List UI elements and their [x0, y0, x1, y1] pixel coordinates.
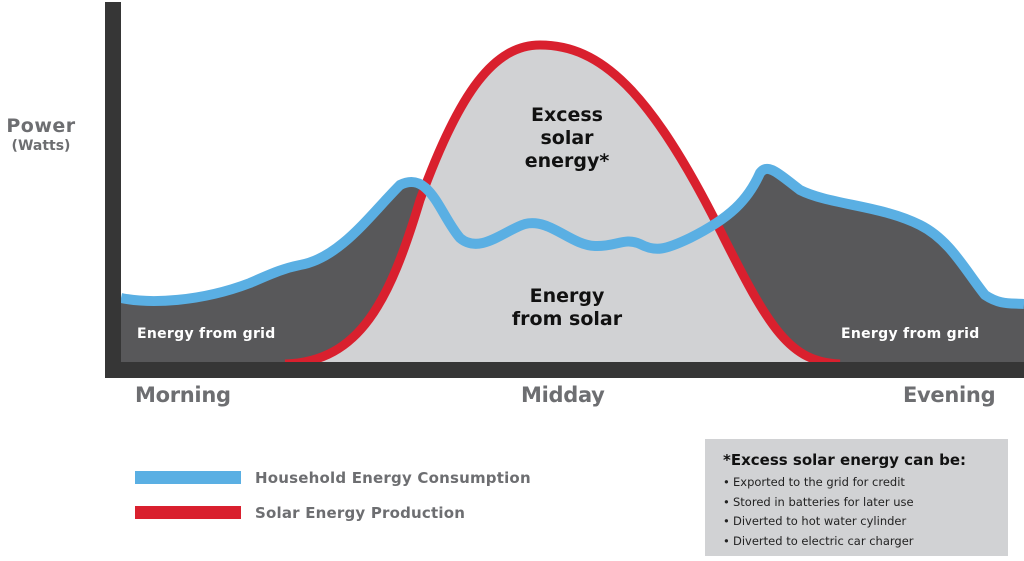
- solar-energy-area: [295, 45, 830, 362]
- excess-solar-label-line3: energy*: [524, 149, 610, 172]
- x-tick-morning: Morning: [135, 383, 231, 407]
- x-tick-midday: Midday: [521, 383, 605, 407]
- x-tick-evening: Evening: [903, 383, 996, 407]
- household-consumption-line: [119, 163, 1024, 309]
- energy-from-solar-label: Energy from solar: [467, 285, 667, 331]
- bullet-icon: •: [723, 475, 730, 489]
- y-axis-label: Power (Watts): [0, 115, 82, 154]
- excess-solar-label: Excess solar energy*: [487, 104, 647, 172]
- notes-item-text: Diverted to hot water cylinder: [733, 514, 907, 528]
- grid-label-right: Energy from grid: [841, 326, 980, 342]
- solar-production-line: [284, 40, 841, 369]
- legend-swatch-blue: [135, 471, 241, 484]
- notes-item-text: Diverted to electric car charger: [733, 533, 914, 548]
- bullet-icon: •: [723, 533, 730, 548]
- notes-item: • Stored in batteries for later use: [723, 493, 1008, 513]
- grid-label-left: Energy from grid: [137, 326, 276, 342]
- notes-item: • Exported to the grid for credit: [723, 473, 1008, 493]
- notes-item: • Diverted to electric car charger: [723, 532, 1008, 552]
- notes-item-text: Stored in batteries for later use: [733, 494, 914, 509]
- excess-solar-label-line1: Excess: [530, 104, 603, 126]
- legend-item-consumption: Household Energy Consumption: [135, 460, 531, 495]
- legend: Household Energy Consumption Solar Energ…: [135, 460, 531, 530]
- legend-item-production: Solar Energy Production: [135, 495, 531, 530]
- bullet-icon: •: [723, 494, 730, 509]
- notes-item: • Diverted to hot water cylinder: [723, 512, 1008, 532]
- legend-label-production: Solar Energy Production: [255, 503, 466, 522]
- notes-item-text: Exported to the grid for credit: [733, 475, 905, 489]
- excess-solar-label-line2: solar: [540, 126, 594, 149]
- energy-from-solar-line2: from solar: [511, 307, 623, 330]
- y-axis-label-power: Power: [6, 115, 76, 137]
- x-axis: [105, 362, 1024, 378]
- legend-swatch-red: [135, 506, 241, 519]
- y-axis-label-unit: (Watts): [11, 137, 71, 154]
- y-axis: [105, 2, 121, 378]
- notes-title: *Excess solar energy can be:: [723, 451, 967, 469]
- bullet-icon: •: [723, 514, 730, 528]
- excess-solar-notes-box: *Excess solar energy can be: • Exported t…: [705, 439, 1008, 556]
- legend-label-consumption: Household Energy Consumption: [255, 468, 531, 487]
- energy-from-solar-line1: Energy: [529, 285, 605, 307]
